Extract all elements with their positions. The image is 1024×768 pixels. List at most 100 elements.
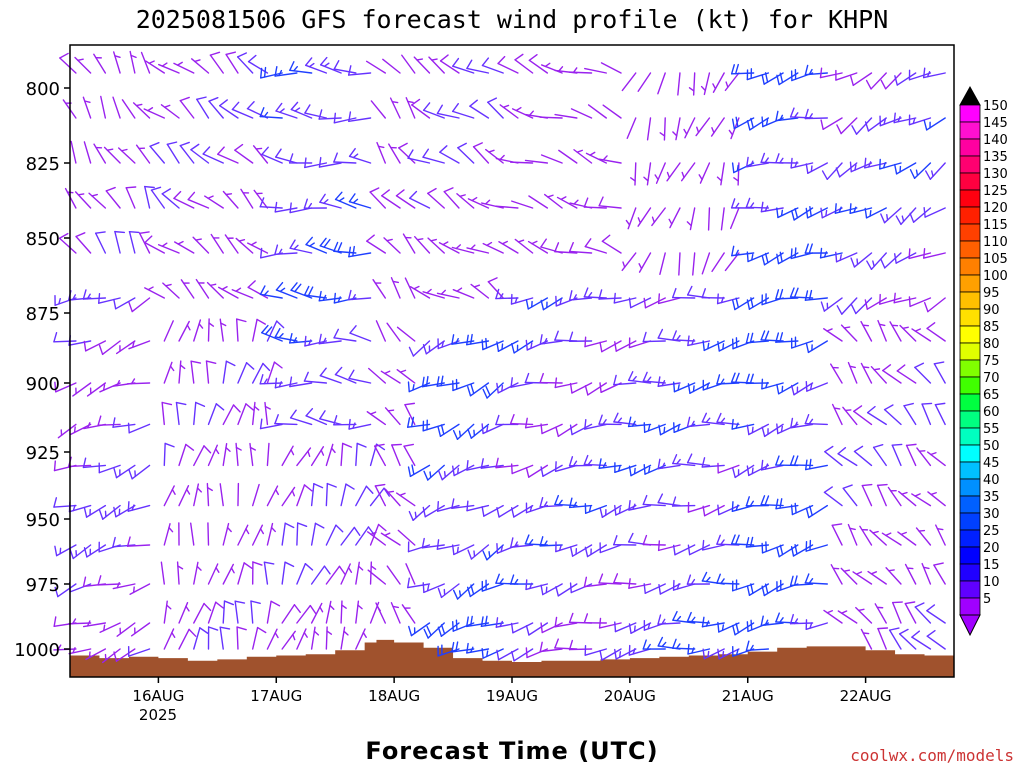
barb-feather [908, 296, 911, 308]
barb-feather [779, 544, 784, 556]
wind-barb [637, 207, 652, 227]
barb-feather [253, 405, 260, 411]
x-axis: 16AUG 17AUG 18AUG 19AUG 20AUG 21AUG 22AUG [132, 677, 892, 705]
wind-barb [222, 360, 236, 384]
wind-barb [789, 287, 814, 299]
wind-barb [86, 382, 107, 397]
wind-barb [401, 604, 416, 624]
barb-feather [370, 531, 377, 535]
wind-barb [162, 282, 180, 299]
x-axis-title: Forecast Time (UTC) [365, 737, 658, 765]
barb-feather [835, 167, 841, 178]
barb-feather [914, 493, 921, 497]
wind-barb [613, 374, 637, 386]
barb-feather [250, 241, 257, 246]
barb-feather [892, 601, 903, 604]
wind-barb [877, 319, 887, 342]
x-tick-label: 22AUG [840, 687, 892, 705]
barb-feather [225, 193, 233, 196]
wind-barb [716, 412, 740, 426]
barb-feather [451, 641, 455, 653]
wind-barb [263, 561, 275, 585]
barb-staff [600, 62, 622, 74]
barb-feather [366, 234, 375, 242]
wind-barb [318, 290, 342, 302]
wind-barb [599, 504, 622, 518]
wind-barb [304, 104, 328, 119]
wind-barb [237, 403, 254, 426]
barb-feather [790, 417, 794, 429]
barb-staff [554, 382, 578, 389]
barb-staff [219, 105, 239, 119]
barb-staff [497, 62, 519, 74]
barb-feather [793, 618, 799, 625]
wind-barb [830, 363, 843, 384]
barb-feather [627, 371, 634, 382]
barb-feather [555, 585, 559, 597]
barb-feather [514, 53, 524, 61]
barb-staff [613, 382, 637, 386]
wind-barb [319, 410, 342, 426]
barb-staff [524, 159, 549, 164]
barb-feather [313, 630, 320, 636]
source-credit[interactable]: coolwx.com/models [850, 746, 1014, 765]
wind-barb [251, 483, 260, 507]
wind-barb [525, 297, 549, 310]
barb-feather [750, 619, 753, 631]
barb-staff [823, 491, 843, 507]
y-tick-label: 975 [26, 575, 60, 596]
y-tick-label: 925 [26, 443, 60, 464]
barb-staff [161, 401, 165, 426]
barb-staff [231, 108, 254, 119]
barb-staff [838, 162, 858, 178]
barb-staff [396, 326, 416, 342]
wind-barb [613, 535, 637, 546]
barb-feather [568, 241, 574, 253]
wind-barb [160, 104, 180, 119]
wind-barb [791, 207, 814, 221]
barb-staff [319, 375, 342, 384]
barb-feather [209, 51, 221, 56]
barb-staff [409, 197, 431, 209]
wind-barb [821, 162, 843, 181]
wind-barb [333, 328, 357, 342]
wind-barb [310, 565, 331, 585]
wind-barb [178, 628, 197, 650]
barb-feather [691, 647, 695, 654]
colorbar-swatch [959, 563, 981, 582]
barb-feather [569, 382, 573, 394]
wind-barb [482, 241, 504, 254]
barb-staff [160, 561, 165, 585]
wind-barb [288, 153, 313, 164]
barb-staff [121, 99, 136, 119]
barb-feather [436, 376, 440, 387]
barb-feather [406, 417, 411, 428]
barb-feather [94, 231, 106, 234]
wind-barb [437, 464, 460, 481]
wind-barb [805, 205, 828, 219]
wind-barb [82, 457, 107, 469]
wind-barb [894, 162, 917, 175]
colorbar-swatch [959, 393, 981, 412]
barb-feather [905, 443, 917, 447]
wind-barb [274, 244, 298, 255]
barb-feather [225, 51, 237, 56]
barb-feather [746, 585, 751, 596]
barb-staff [601, 240, 622, 254]
wind-barb [259, 285, 283, 299]
wind-barb [414, 235, 431, 254]
barb-staff [583, 206, 607, 209]
wind-barb [544, 193, 563, 209]
wind-barb [386, 565, 401, 585]
wind-barb [584, 336, 607, 348]
barb-staff [659, 252, 666, 276]
barb-staff [161, 193, 180, 209]
barb-feather [749, 536, 754, 548]
barb-staff [896, 370, 917, 384]
barb-feather [175, 401, 187, 406]
barb-feather [761, 254, 766, 266]
barb-feather [407, 466, 412, 478]
barb-feather [161, 401, 173, 406]
wind-barb [775, 153, 799, 164]
barb-feather [903, 402, 914, 407]
